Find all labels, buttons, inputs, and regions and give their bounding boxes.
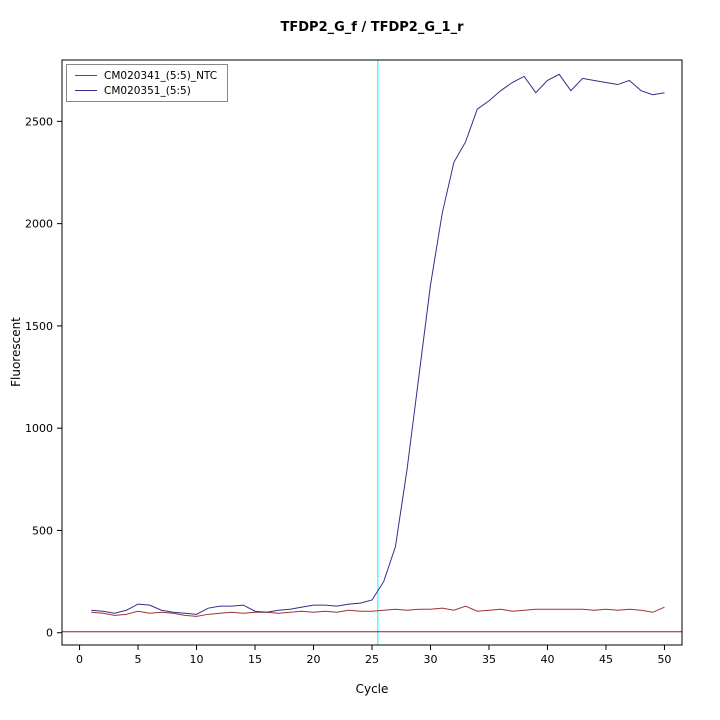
x-tick-label: 50: [657, 653, 671, 666]
legend-entry-ntc: CM020341_(5:5)_NTC: [75, 68, 217, 83]
legend-entry-sample: CM020351_(5:5): [75, 83, 217, 98]
y-tick-label: 1500: [25, 320, 53, 333]
x-tick-label: 15: [248, 653, 262, 666]
chart-title: TFDP2_G_f / TFDP2_G_1_r: [280, 20, 464, 35]
series-line-1: [91, 73, 665, 615]
y-tick-label: 0: [46, 627, 53, 640]
x-axis-label: Cycle: [355, 682, 389, 696]
y-tick-label: 500: [32, 524, 53, 537]
x-tick-label: 40: [540, 653, 554, 666]
x-tick-label: 45: [599, 653, 613, 666]
x-tick-label: 25: [365, 653, 379, 666]
x-tick-label: 10: [190, 653, 204, 666]
y-tick-label: 2500: [25, 115, 53, 128]
series-line-0: [91, 605, 665, 617]
legend-line-red: [75, 75, 97, 76]
x-tick-label: 0: [76, 653, 83, 666]
legend-label-sample: CM020351_(5:5): [104, 84, 191, 97]
plot-border: [61, 59, 683, 646]
legend: CM020341_(5:5)_NTC CM020351_(5:5): [66, 64, 229, 102]
legend-line-blue: [75, 90, 97, 91]
y-tick-label: 2000: [25, 218, 53, 231]
x-tick-label: 5: [135, 653, 142, 666]
x-tick-label: 30: [423, 653, 437, 666]
legend-label-ntc: CM020341_(5:5)_NTC: [104, 69, 218, 82]
x-tick-label: 35: [482, 653, 496, 666]
x-tick-label: 20: [307, 653, 321, 666]
y-tick-label: 1000: [25, 422, 53, 435]
